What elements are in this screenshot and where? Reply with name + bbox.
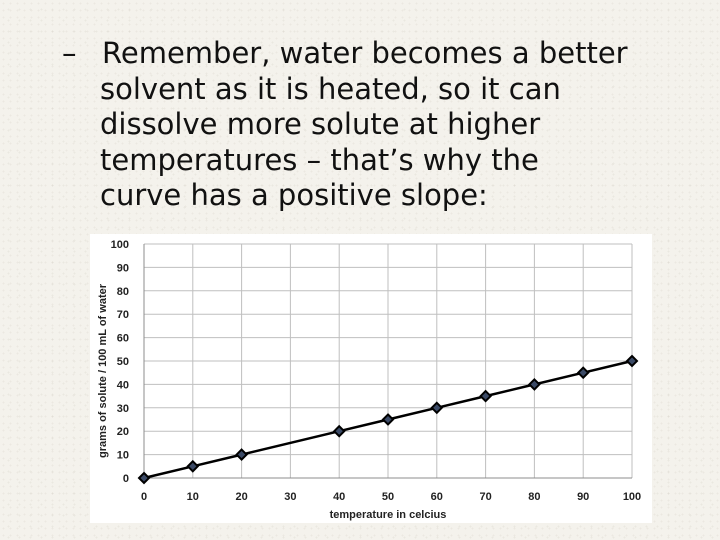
bullet-line-3: dissolve more solute at higher <box>100 107 541 141</box>
bullet-line-4: temperatures – that’s why the <box>100 142 539 177</box>
data-point <box>625 354 639 368</box>
series-line <box>143 359 633 480</box>
bullet-line-1: – Remember, water becomes a better <box>62 36 712 72</box>
chart-panel: 0 10 20 30 40 50 60 70 80 90 100 0 10 20 30 40 50 60 70 80 9… <box>90 234 652 523</box>
solubility-chart: 0 10 20 30 40 50 60 70 80 90 100 0 10 20 30 40 50 60 70 80 9… <box>97 239 641 521</box>
data-point <box>479 389 493 403</box>
bullet-text: – Remember, water becomes a better solven… <box>62 36 712 214</box>
x-tick-label: 60 <box>431 491 443 503</box>
data-point <box>235 448 249 462</box>
y-tick-label: 0 <box>123 473 129 485</box>
data-point <box>332 424 346 438</box>
y-tick-label: 20 <box>117 426 129 438</box>
y-tick-label: 50 <box>117 356 129 368</box>
x-tick-label: 40 <box>333 491 345 503</box>
x-axis-label: temperature in celcius <box>330 509 447 521</box>
x-tick-label: 80 <box>528 491 540 503</box>
bullet-dash: – <box>62 36 77 70</box>
y-tick-label: 40 <box>117 379 129 391</box>
x-tick-label: 10 <box>187 491 199 503</box>
data-point <box>527 377 541 391</box>
bullet-line-2: solvent as it is heated, so it can <box>100 71 561 106</box>
x-tick-label: 0 <box>141 491 147 503</box>
y-tick-label: 100 <box>111 239 129 251</box>
y-tick-label: 30 <box>117 403 129 415</box>
y-tick-label: 90 <box>117 262 129 274</box>
y-tick-label: 80 <box>117 286 129 298</box>
y-tick-label: 60 <box>117 333 129 345</box>
data-point <box>430 401 444 415</box>
text-line: Remember, water becomes a better <box>102 36 628 70</box>
x-tick-label: 70 <box>479 491 491 503</box>
bullet-line-5: curve has a positive slope: <box>100 178 488 212</box>
data-point <box>381 413 395 426</box>
x-tick-label: 30 <box>284 491 296 503</box>
data-point <box>576 366 590 380</box>
y-tick-label: 10 <box>117 450 129 462</box>
data-point <box>137 471 151 485</box>
y-tick-label: 70 <box>117 309 129 321</box>
x-tick-label: 90 <box>577 491 589 503</box>
data-point <box>186 459 200 473</box>
x-tick-label: 100 <box>623 491 641 503</box>
x-tick-label: 20 <box>235 491 247 503</box>
x-tick-label: 50 <box>382 491 394 503</box>
y-axis-label: grams of solute / 100 mL of water <box>97 283 109 458</box>
